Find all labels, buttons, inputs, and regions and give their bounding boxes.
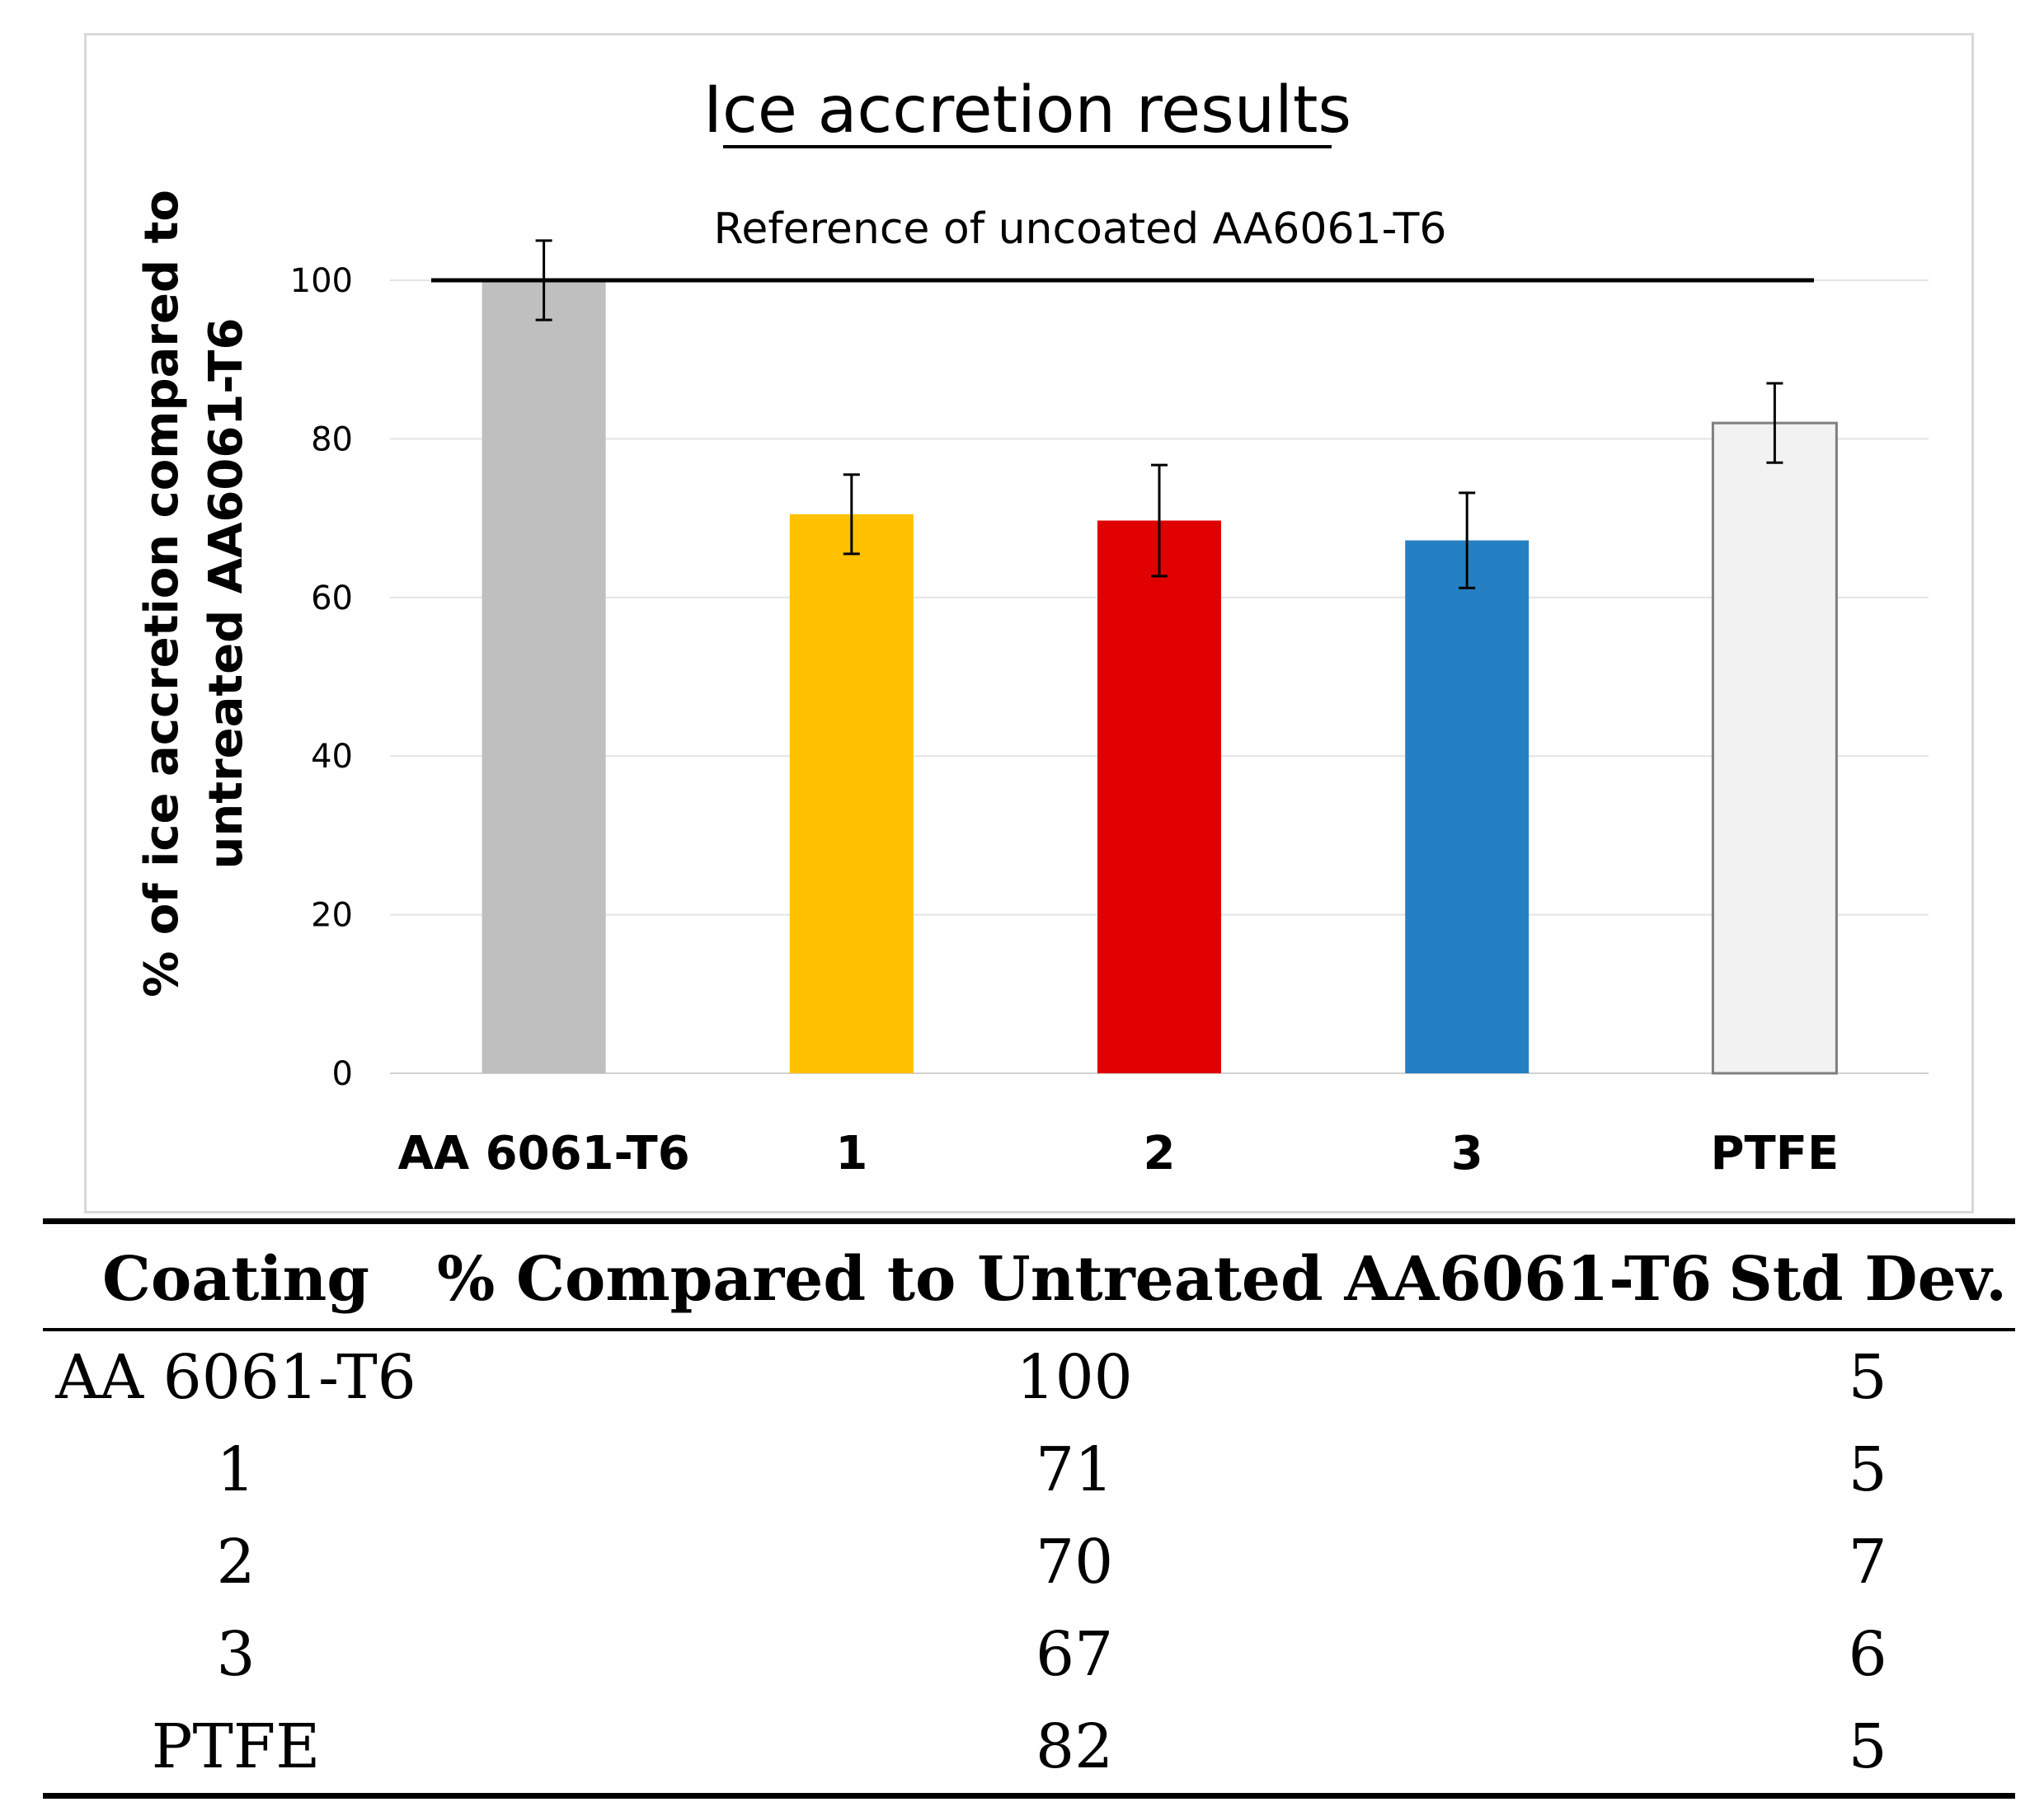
table-cell-stddev: 5 [1848, 1342, 1887, 1413]
table-cell-percent: 71 [1036, 1434, 1114, 1505]
table-row: 2 70 7 [43, 1516, 2015, 1608]
x-tick-label: 1 [835, 1127, 867, 1180]
data-table: Coating % Compared to Untreated AA6061-T… [43, 1218, 2015, 1799]
table-cell-percent: 67 [1036, 1619, 1114, 1690]
table-cell-stddev: 5 [1720, 1701, 2015, 1799]
y-tick-labels: 0 20 40 60 80 100 [290, 262, 353, 1093]
table-header-row: Coating % Compared to Untreated AA6061-T… [43, 1218, 2015, 1331]
bar [789, 514, 914, 1073]
x-tick-labels: AA 6061-T6 1 2 3 PTFE [397, 1127, 1839, 1180]
table-header-coating: Coating [43, 1218, 429, 1331]
table-row: 3 67 6 [43, 1608, 2015, 1701]
bar-chart: 0 20 40 60 80 100 Reference of uncoated AA606… [135, 73, 1929, 1180]
bar [1097, 520, 1221, 1073]
table-cell-percent: 82 [428, 1701, 1721, 1799]
table-row: 1 71 5 [43, 1424, 2015, 1516]
table-row: PTFE 82 5 [43, 1701, 2015, 1799]
bar [482, 280, 606, 1073]
error-bars [535, 239, 1783, 589]
table-row: AA 6061-T6 100 5 [43, 1330, 2015, 1424]
chart-frame [84, 33, 1974, 1213]
y-tick-label: 60 [311, 580, 353, 617]
chart-title: Ice accretion results [703, 73, 1351, 148]
y-tick-label: 80 [311, 420, 353, 458]
y-tick-label: 40 [311, 738, 353, 776]
table-cell-coating: 1 [216, 1434, 256, 1505]
x-tick-label: 2 [1144, 1127, 1176, 1180]
bars [482, 280, 1838, 1075]
x-tick-label: 3 [1451, 1127, 1483, 1180]
table-cell-coating: 3 [216, 1619, 256, 1690]
y-tick-label: 0 [332, 1055, 353, 1093]
table-cell-percent: 70 [1036, 1527, 1114, 1598]
x-tick-label: PTFE [1711, 1127, 1840, 1180]
bar [1711, 421, 1838, 1075]
table-cell-stddev: 6 [1848, 1619, 1887, 1690]
table-header-percent: % Compared to Untreated AA6061-T6 [428, 1218, 1721, 1331]
table-header-stddev: Std Dev. [1720, 1218, 2015, 1331]
x-tick-label: AA 6061-T6 [397, 1127, 689, 1180]
y-tick-label: 20 [311, 897, 353, 935]
table-cell-stddev: 5 [1848, 1434, 1887, 1505]
reference-line-label: Reference of uncoated AA6061-T6 [714, 204, 1447, 254]
y-tick-label: 100 [290, 262, 353, 300]
table-cell-coating: 2 [216, 1527, 256, 1598]
table-cell-coating: PTFE [43, 1701, 429, 1799]
bar [1405, 540, 1529, 1073]
table-cell-percent: 100 [1016, 1342, 1133, 1413]
reference-line-group: Reference of uncoated AA6061-T6 [431, 204, 1814, 283]
table-cell-coating: AA 6061-T6 [55, 1342, 416, 1413]
table-cell-stddev: 7 [1848, 1527, 1887, 1598]
y-axis-label: % of ice accretion compared to untreated … [135, 190, 253, 997]
